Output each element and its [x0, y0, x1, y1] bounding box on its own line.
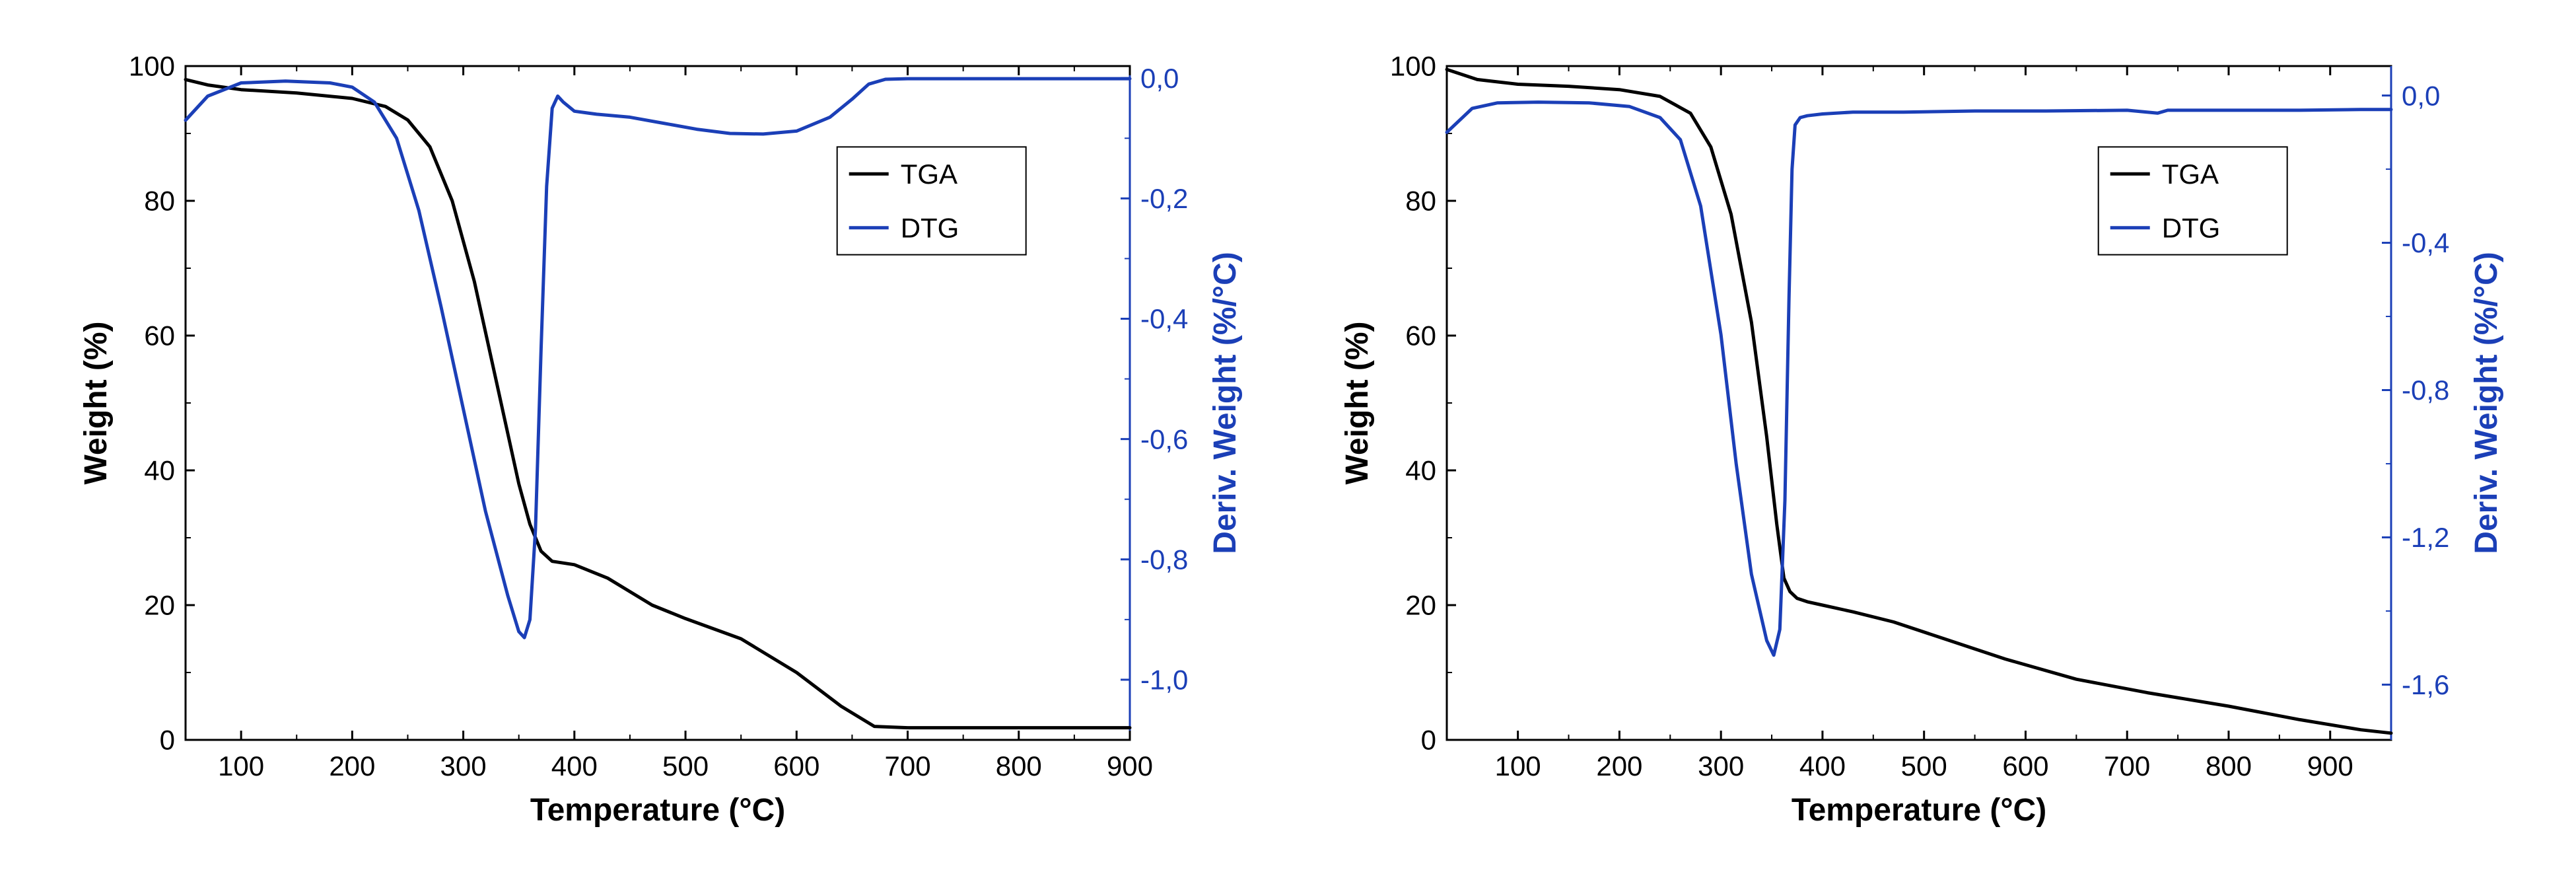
ytick-left-label: 80	[144, 186, 175, 217]
ylabel-left: Weight (%)	[1340, 321, 1375, 484]
xtick-label: 600	[2002, 750, 2048, 781]
legend-label: TGA	[2161, 159, 2218, 190]
legend-label: TGA	[900, 159, 957, 190]
xtick-label: 500	[1900, 750, 1947, 781]
xlabel: Temperature (°C)	[530, 793, 784, 828]
ytick-right-label: -0,4	[2402, 227, 2449, 258]
xtick-label: 200	[329, 750, 375, 781]
xtick-label: 900	[2307, 750, 2353, 781]
xtick-label: 700	[884, 750, 930, 781]
ytick-right-label: -1,0	[1140, 665, 1188, 696]
ytick-left-label: 0	[159, 725, 174, 756]
xtick-label: 400	[1799, 750, 1845, 781]
xtick-label: 300	[440, 750, 486, 781]
xtick-label: 100	[1494, 750, 1541, 781]
ylabel-right: Deriv. Weight (%/°C)	[2469, 252, 2504, 554]
ytick-right-label: -1,2	[2402, 522, 2449, 553]
ytick-left-label: 40	[1405, 455, 1436, 486]
xtick-label: 700	[2104, 750, 2150, 781]
xtick-label: 400	[551, 750, 597, 781]
ytick-right-label: -0,8	[1140, 544, 1188, 575]
xtick-label: 200	[1596, 750, 1642, 781]
xtick-label: 800	[995, 750, 1041, 781]
xlabel: Temperature (°C)	[1791, 793, 2046, 828]
ytick-right-label: -0,6	[1140, 423, 1188, 454]
ytick-right-label: -0,8	[2402, 375, 2449, 406]
ytick-right-label: 0,0	[2402, 80, 2440, 111]
ylabel-right: Deriv. Weight (%/°C)	[1208, 252, 1243, 554]
chart-left: 100200300400500600700800900Temperature (…	[53, 26, 1262, 846]
ytick-left-label: 20	[144, 590, 175, 621]
chart-bg	[53, 26, 1262, 846]
ytick-left-label: 60	[1405, 320, 1436, 351]
xtick-label: 600	[773, 750, 819, 781]
ytick-left-label: 0	[1420, 725, 1436, 756]
ytick-right-label: -1,6	[2402, 669, 2449, 700]
ytick-left-label: 40	[144, 455, 175, 486]
legend-label: DTG	[900, 213, 959, 244]
chart-right: 100200300400500600700800900Temperature (…	[1315, 26, 2523, 846]
chart-bg	[1315, 26, 2523, 846]
ytick-left-label: 100	[128, 51, 174, 82]
xtick-label: 900	[1106, 750, 1152, 781]
legend-label: DTG	[2161, 213, 2220, 244]
ytick-right-label: -0,2	[1140, 183, 1188, 214]
ytick-left-label: 100	[1389, 51, 1436, 82]
panel-left: 100200300400500600700800900Temperature (…	[53, 26, 1262, 846]
ytick-left-label: 80	[1405, 186, 1436, 217]
xtick-label: 500	[662, 750, 709, 781]
ylabel-left: Weight (%)	[79, 321, 114, 484]
ytick-right-label: 0,0	[1140, 63, 1179, 94]
ytick-left-label: 20	[1405, 590, 1436, 621]
xtick-label: 300	[1698, 750, 1744, 781]
panel-right: 100200300400500600700800900Temperature (…	[1315, 26, 2523, 846]
ytick-right-label: -0,4	[1140, 303, 1188, 334]
ytick-left-label: 60	[144, 320, 175, 351]
xtick-label: 800	[2205, 750, 2251, 781]
figure-row: 100200300400500600700800900Temperature (…	[0, 0, 2576, 872]
xtick-label: 100	[218, 750, 264, 781]
